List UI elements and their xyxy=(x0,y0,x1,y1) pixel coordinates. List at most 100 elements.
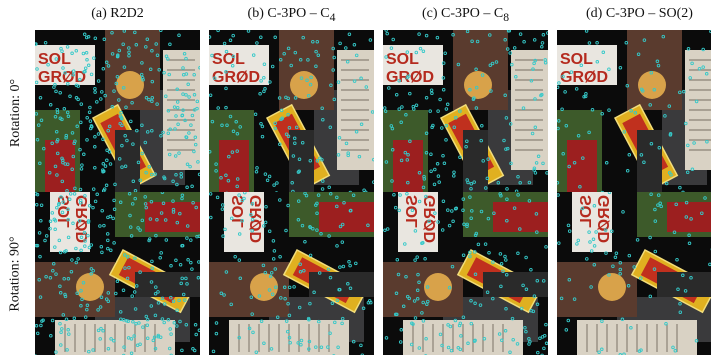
keypoint-marker xyxy=(150,49,154,53)
keypoint-marker xyxy=(639,153,644,157)
keypoint-marker xyxy=(55,173,59,177)
keypoint-marker xyxy=(473,301,477,306)
keypoint-marker xyxy=(511,337,515,342)
keypoint-marker xyxy=(184,72,189,76)
keypoint-marker xyxy=(131,142,135,146)
keypoint-marker xyxy=(683,289,688,293)
keypoint-marker xyxy=(440,126,444,130)
keypoint-marker xyxy=(447,286,452,290)
keypoint-marker xyxy=(49,334,53,338)
keypoint-marker xyxy=(61,200,65,204)
keypoint-marker xyxy=(157,68,161,72)
keypoint-marker xyxy=(194,205,198,210)
keypoint-marker xyxy=(557,81,561,85)
keypoint-marker xyxy=(632,265,636,269)
keypoint-marker xyxy=(106,246,110,251)
keypoint-marker xyxy=(46,63,50,67)
keypoint-marker xyxy=(58,291,63,295)
keypoint-marker xyxy=(420,311,424,315)
keypoint-marker xyxy=(87,349,91,354)
keypoint-marker xyxy=(161,201,166,206)
keypoint-marker xyxy=(396,272,401,277)
keypoint-marker xyxy=(530,131,535,136)
keypoint-marker xyxy=(704,72,709,76)
keypoint-marker xyxy=(263,172,268,176)
keypoint-marker xyxy=(335,244,339,248)
keypoint-marker xyxy=(465,224,469,228)
keypoint-marker xyxy=(542,346,546,351)
keypoint-marker xyxy=(359,343,363,348)
keypoint-marker xyxy=(469,321,474,326)
keypoint-marker xyxy=(93,199,98,204)
keypoint-marker xyxy=(286,46,291,51)
keypoint-marker xyxy=(422,177,427,181)
keypoint-marker xyxy=(73,186,77,191)
keypoint-marker xyxy=(231,54,236,59)
keypoint-marker xyxy=(296,218,301,222)
keypoint-marker xyxy=(143,140,148,145)
keypoint-marker xyxy=(48,219,53,224)
keypoint-marker xyxy=(673,349,678,353)
keypoint-marker xyxy=(667,170,672,175)
keypoint-marker xyxy=(522,40,526,44)
keypoint-marker xyxy=(298,270,303,274)
keypoint-marker xyxy=(209,150,212,154)
keypoint-marker xyxy=(193,323,198,327)
keypoint-marker xyxy=(133,30,137,35)
keypoint-marker xyxy=(184,93,188,97)
keypoint-marker xyxy=(506,30,511,33)
keypoint-marker xyxy=(503,93,507,98)
keypoint-marker xyxy=(192,72,196,77)
keypoint-marker xyxy=(105,158,109,163)
keypoint-marker xyxy=(405,158,410,162)
keypoint-marker xyxy=(461,208,465,212)
keypoint-marker xyxy=(504,258,508,262)
keypoint-marker xyxy=(81,280,86,285)
keypoint-marker xyxy=(250,312,254,316)
keypoint-marker xyxy=(262,341,266,345)
keypoint-marker xyxy=(408,139,412,144)
keypoint-marker xyxy=(288,340,292,345)
keypoint-marker xyxy=(293,96,298,100)
keypoint-marker xyxy=(35,80,39,85)
keypoint-marker xyxy=(50,141,54,146)
keypoint-marker xyxy=(92,56,96,60)
keypoint-marker xyxy=(101,168,105,172)
keypoint-marker xyxy=(242,196,246,201)
keypoint-marker xyxy=(664,181,669,186)
keypoint-marker xyxy=(424,337,428,341)
keypoint-marker xyxy=(345,59,350,64)
keypoint-marker xyxy=(271,239,276,243)
keypoint-marker xyxy=(417,199,422,204)
keypoint-marker xyxy=(284,319,289,323)
keypoint-marker xyxy=(175,87,179,92)
keypoint-marker xyxy=(140,61,144,65)
keypoint-marker xyxy=(658,201,662,206)
keypoint-marker xyxy=(156,290,160,294)
keypoint-marker xyxy=(127,53,131,58)
keypoint-marker xyxy=(168,42,172,47)
keypoint-marker xyxy=(321,117,325,122)
keypoint-marker xyxy=(485,176,490,181)
keypoint-marker xyxy=(101,170,105,174)
keypoint-marker xyxy=(440,228,445,232)
keypoint-marker xyxy=(231,33,235,38)
keypoint-marker xyxy=(341,264,346,269)
keypoint-marker xyxy=(535,302,540,307)
keypoint-marker xyxy=(84,51,89,55)
keypoint-marker xyxy=(180,196,184,201)
keypoint-marker xyxy=(279,296,283,300)
keypoint-marker xyxy=(235,177,240,181)
keypoint-marker xyxy=(441,199,446,203)
keypoint-marker xyxy=(197,172,200,177)
keypoint-marker xyxy=(44,234,49,238)
keypoint-marker xyxy=(473,272,478,277)
keypoint-marker xyxy=(192,348,197,353)
keypoint-marker xyxy=(524,287,529,292)
keypoint-marker xyxy=(278,198,282,202)
keypoint-marker xyxy=(678,302,682,306)
keypoint-marker xyxy=(52,217,57,222)
keypoint-marker xyxy=(74,260,79,265)
keypoint-marker xyxy=(194,332,198,337)
